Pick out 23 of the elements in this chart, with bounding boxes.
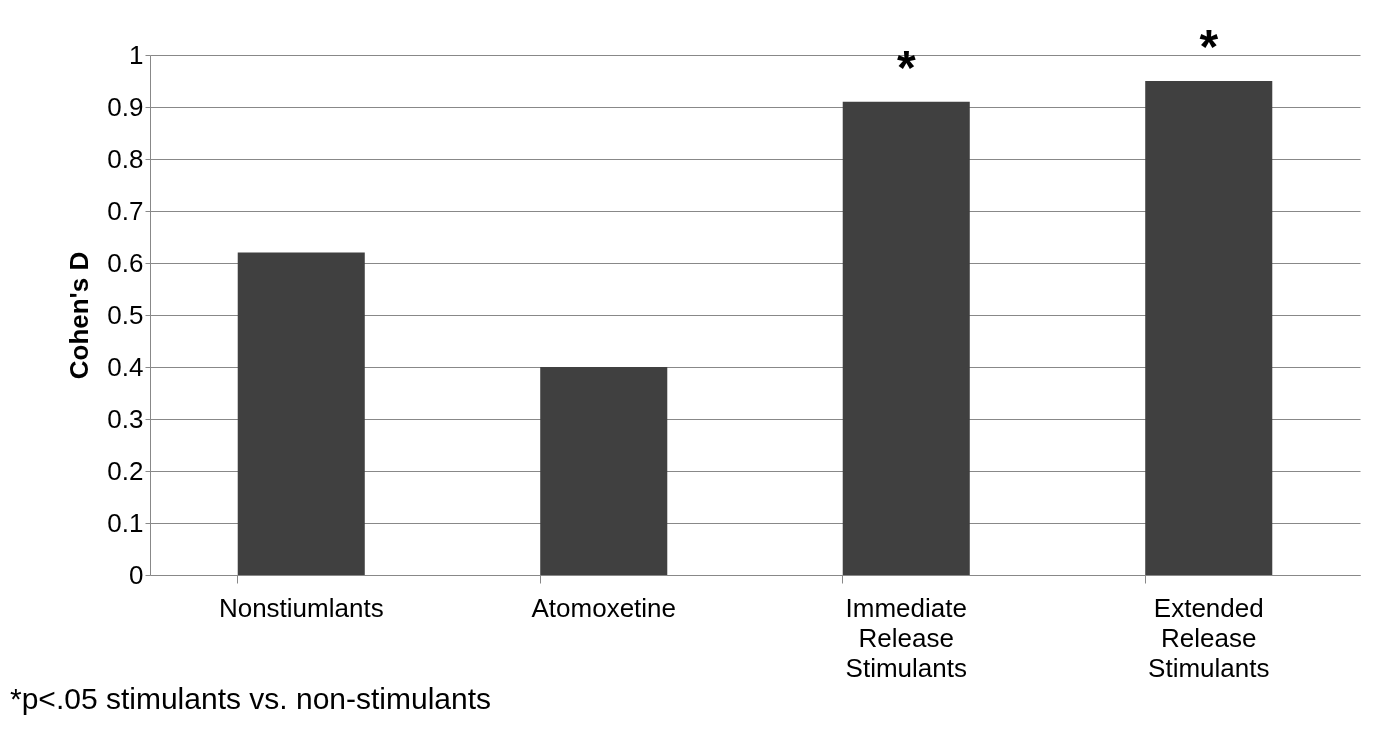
x-tick-label: Atomoxetine bbox=[531, 592, 677, 623]
y-tick-label: 0.4 bbox=[107, 351, 144, 382]
x-tick-label: Extended Release Stimulants bbox=[1148, 592, 1270, 683]
y-tick-label: 0.6 bbox=[107, 247, 144, 278]
text: *p<.05 stimulants vs. non-stimulants bbox=[10, 682, 492, 715]
y-tick-label: 0 bbox=[129, 559, 144, 590]
y-tick-label: 0.5 bbox=[107, 299, 144, 330]
bar bbox=[842, 101, 970, 575]
x-tick-label: Immediate Release Stimulants bbox=[845, 592, 967, 683]
annotation: * bbox=[896, 40, 916, 94]
y-axis-title: Cohen's D bbox=[64, 251, 95, 380]
y-tick-label: 0.9 bbox=[107, 91, 144, 122]
y-tick-label: 1 bbox=[129, 39, 144, 70]
y-tick-label: 0.7 bbox=[107, 195, 144, 226]
y-tick-label: 0.8 bbox=[107, 143, 144, 174]
annotation: * bbox=[1199, 20, 1219, 73]
bar bbox=[237, 252, 365, 575]
bar bbox=[1145, 81, 1273, 575]
x-tick-label: Nonstiumlants bbox=[218, 592, 384, 623]
y-tick-label: 0.2 bbox=[107, 455, 144, 486]
bar bbox=[540, 367, 668, 575]
y-tick-label: 0.3 bbox=[107, 403, 144, 434]
y-tick-label: 0.1 bbox=[107, 507, 144, 538]
